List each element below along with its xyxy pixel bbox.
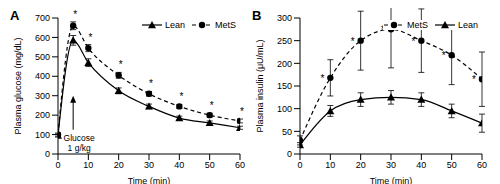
- svg-text:Time (min): Time (min): [128, 176, 171, 184]
- svg-text:*: *: [351, 36, 355, 47]
- svg-text:*: *: [472, 74, 476, 85]
- svg-text:10: 10: [83, 160, 93, 170]
- svg-text:1 g/kg: 1 g/kg: [68, 143, 91, 153]
- svg-text:30: 30: [144, 160, 154, 170]
- svg-text:*: *: [320, 73, 324, 84]
- svg-text:50: 50: [205, 160, 215, 170]
- svg-text:Time (min): Time (min): [370, 176, 413, 184]
- svg-text:60: 60: [235, 160, 245, 170]
- svg-text:0: 0: [45, 149, 50, 159]
- html-text:MetS: MetS: [215, 20, 236, 30]
- svg-text:150: 150: [277, 81, 292, 91]
- svg-text:*: *: [119, 59, 123, 70]
- svg-text:200: 200: [35, 110, 50, 120]
- svg-text:50: 50: [282, 127, 292, 137]
- svg-text:700: 700: [35, 13, 50, 23]
- svg-text:0: 0: [297, 160, 302, 170]
- html-text:Lean: Lean: [458, 20, 478, 30]
- svg-text:50: 50: [447, 160, 457, 170]
- svg-text:100: 100: [277, 104, 292, 114]
- svg-text:200: 200: [277, 59, 292, 69]
- svg-text:20: 20: [356, 160, 366, 170]
- svg-text:500: 500: [35, 52, 50, 62]
- svg-text:10: 10: [325, 160, 335, 170]
- svg-text:*: *: [179, 91, 183, 102]
- svg-text:*: *: [411, 36, 415, 47]
- svg-text:0: 0: [287, 149, 292, 159]
- svg-text:*: *: [210, 100, 214, 111]
- svg-text:0: 0: [55, 160, 60, 170]
- svg-text:300: 300: [35, 91, 50, 101]
- svg-text:40: 40: [174, 160, 184, 170]
- svg-text:400: 400: [35, 71, 50, 81]
- svg-text:*: *: [240, 106, 244, 117]
- svg-text:250: 250: [277, 36, 292, 46]
- svg-text:20: 20: [114, 160, 124, 170]
- svg-text:300: 300: [277, 13, 292, 23]
- svg-text:*: *: [73, 9, 77, 20]
- svg-text:40: 40: [416, 160, 426, 170]
- svg-text:60: 60: [477, 160, 487, 170]
- svg-text:Plasma glucose (mg/dL): Plasma glucose (mg/dL): [13, 37, 23, 134]
- svg-text:Glucose: Glucose: [64, 133, 95, 143]
- html-text:A: A: [10, 8, 20, 23]
- html-text:MetS: MetS: [407, 20, 428, 30]
- svg-text:Plasma insulin (μU/mL): Plasma insulin (μU/mL): [255, 39, 265, 132]
- svg-text:600: 600: [35, 33, 50, 43]
- svg-text:*: *: [88, 32, 92, 43]
- svg-text:*: *: [149, 78, 153, 89]
- html-text:Lean: Lean: [165, 20, 185, 30]
- svg-text:*: *: [442, 50, 446, 61]
- svg-text:100: 100: [35, 130, 50, 140]
- svg-text:30: 30: [386, 160, 396, 170]
- html-text:B: B: [252, 8, 262, 23]
